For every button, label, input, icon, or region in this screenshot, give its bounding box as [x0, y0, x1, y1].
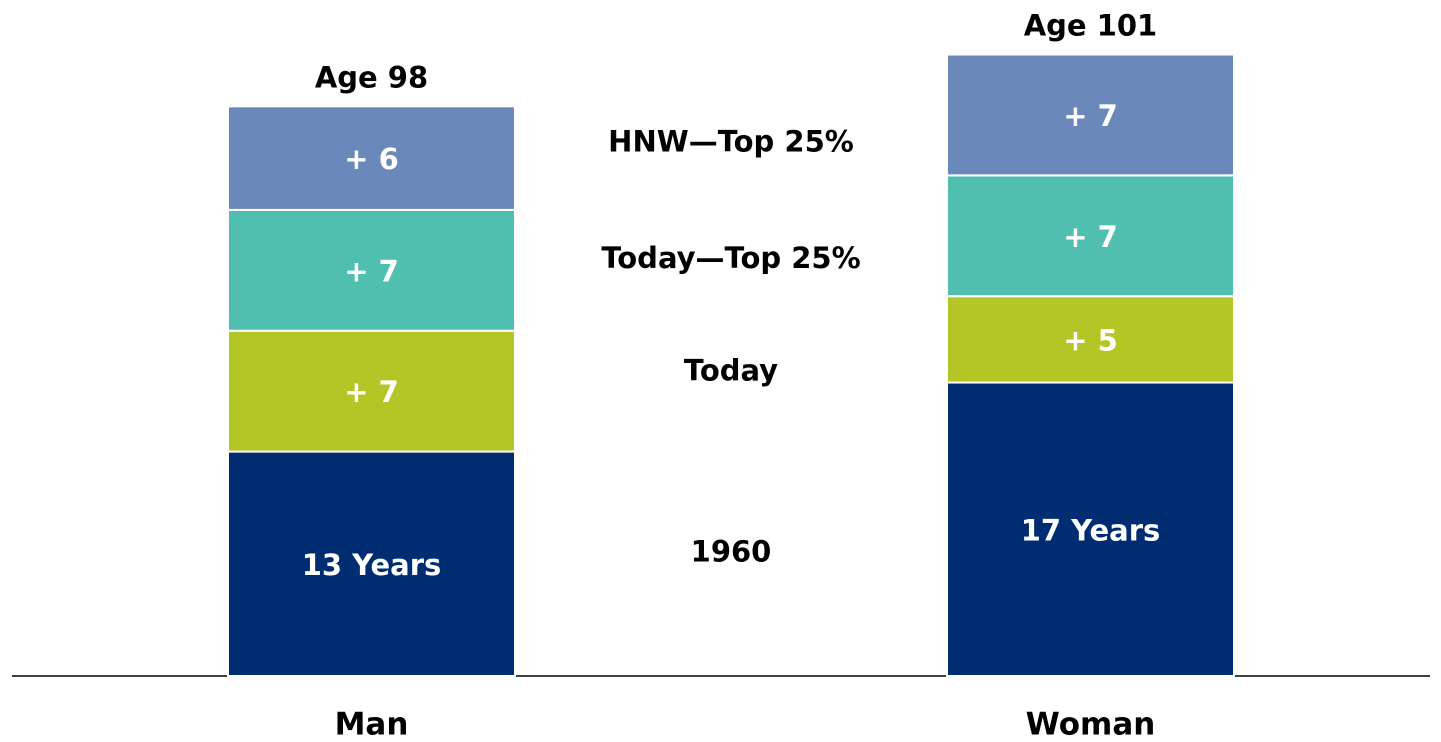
bar-segment	[227, 329, 516, 453]
legend-label: Today—Top 25%	[601, 241, 860, 275]
bar-segment	[946, 174, 1235, 298]
bar-segment	[227, 105, 516, 211]
value-label: + 5	[1063, 323, 1118, 357]
legend-label: Today	[684, 353, 778, 387]
value-label: + 6	[344, 142, 399, 176]
total-label: Age 98	[315, 60, 428, 94]
legend-label: HNW—Top 25%	[608, 125, 854, 159]
value-label: + 7	[344, 254, 399, 288]
value-label: + 7	[1063, 99, 1118, 133]
bar-segment	[227, 450, 516, 677]
bar-segment	[946, 295, 1235, 384]
bar-segment	[946, 381, 1235, 677]
value-label: + 7	[344, 375, 399, 409]
legend-label: 1960	[691, 535, 772, 569]
x-tick-label: Man	[335, 707, 409, 742]
bar-segment	[946, 53, 1235, 177]
total-label: Age 101	[1024, 9, 1158, 43]
x-tick-label: Woman	[1026, 707, 1156, 742]
value-label: + 7	[1063, 220, 1118, 254]
value-label: 13 Years	[302, 548, 442, 582]
value-label: 17 Years	[1021, 513, 1161, 547]
